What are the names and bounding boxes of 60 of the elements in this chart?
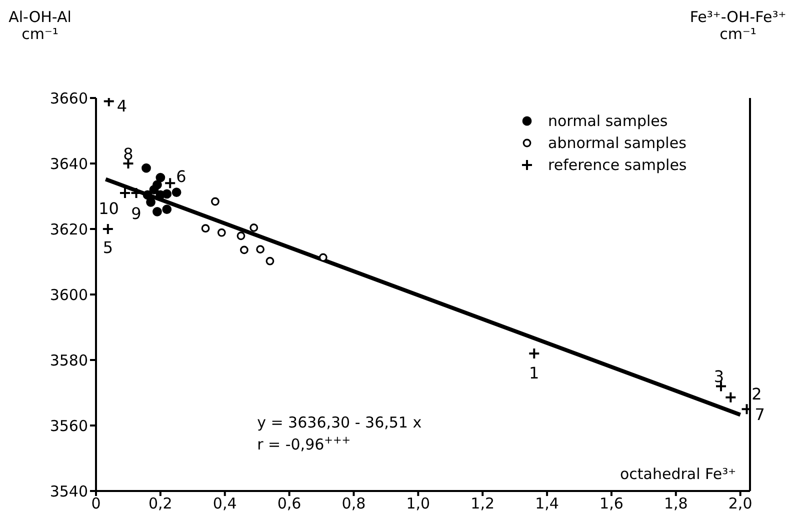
- x-tick-label: 1,2: [470, 494, 495, 513]
- point: [240, 246, 248, 254]
- annotation: 7: [754, 405, 765, 424]
- point: [156, 172, 166, 182]
- x-tick-label: 0,2: [148, 494, 172, 513]
- point: [164, 177, 176, 190]
- point: [217, 228, 226, 237]
- annotation: 6: [176, 167, 186, 186]
- annotation: 3: [714, 367, 724, 386]
- annotation: y = 3636,30 - 36,51 x: [257, 414, 422, 432]
- point: [318, 253, 328, 262]
- point: [528, 347, 540, 360]
- x-tick-label: 0,8: [342, 494, 366, 513]
- annotation: 8: [123, 144, 134, 164]
- y2-axis-title: Fe³⁺-OH-Fe³⁺ cm⁻¹: [690, 8, 786, 43]
- point: [149, 185, 159, 194]
- point: [211, 197, 220, 206]
- point: [172, 188, 182, 198]
- x-tick-label: 1,4: [535, 494, 559, 513]
- y-tick-label: 3580: [50, 351, 88, 370]
- x-tick-label: 0,4: [212, 494, 237, 513]
- point: [156, 190, 166, 200]
- point: [236, 232, 246, 240]
- y-tick-label: 3540: [50, 482, 88, 500]
- x-tick-label: 1,0: [406, 494, 430, 513]
- point: [152, 206, 162, 216]
- legend-label: normal samples: [548, 112, 668, 130]
- point: [162, 204, 172, 214]
- y-tick-label: 3560: [50, 416, 88, 435]
- point: [256, 245, 265, 254]
- y-axis-title: Al-OH-Al cm⁻¹: [8, 8, 72, 43]
- x-tick-label: 0: [91, 494, 101, 513]
- y-tick-label: 3620: [50, 220, 88, 238]
- point: [724, 391, 737, 404]
- y-tick-label: 3660: [50, 89, 88, 108]
- annotation: 10: [98, 198, 119, 218]
- annotation: 9: [131, 204, 142, 223]
- annotation: 5: [102, 238, 114, 257]
- point: [102, 223, 114, 235]
- point: [118, 186, 131, 199]
- legend-label: abnormal samples: [548, 134, 686, 152]
- x-axis-title: octahedral Fe³⁺: [620, 465, 736, 483]
- y-tick-label: 3600: [50, 286, 88, 304]
- point: [102, 98, 115, 108]
- point: [142, 190, 152, 200]
- legend-label: reference samples: [548, 156, 687, 174]
- x-tick-label: 1,6: [600, 494, 624, 513]
- x-tick-label: 2,0: [728, 494, 752, 513]
- annotation: r = -0,96$^{+++}$: [257, 434, 351, 454]
- point: [201, 224, 210, 233]
- point: [266, 256, 274, 266]
- x-tick-label: 0,6: [277, 494, 302, 513]
- annotation: 4: [116, 96, 128, 116]
- y-tick-label: 3640: [50, 154, 88, 173]
- point: [146, 197, 156, 207]
- x-tick-label: 1,8: [664, 494, 688, 513]
- point: [142, 163, 151, 173]
- point: [250, 223, 258, 232]
- annotation: 1: [529, 363, 540, 382]
- annotation: 2: [752, 384, 762, 404]
